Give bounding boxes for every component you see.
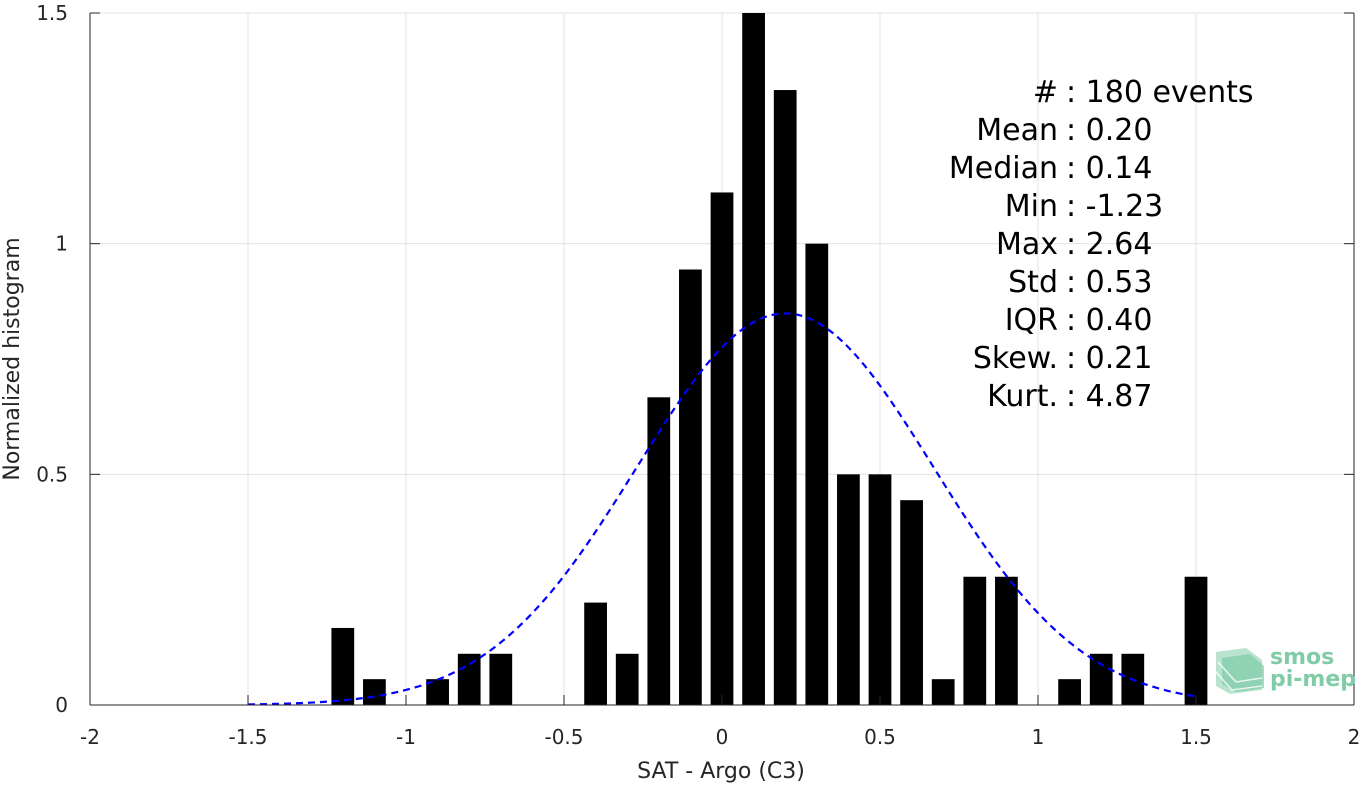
x-tick-label: 1.5 (1180, 725, 1212, 749)
histogram-bar (615, 653, 639, 705)
y-axis-label: Normalized histogram (0, 237, 25, 480)
stat-label: IQR (1005, 303, 1058, 338)
stat-value: : 4.87 (1066, 379, 1152, 414)
bars (331, 13, 1208, 705)
stat-label: Kurt. (987, 379, 1058, 414)
stat-value: : 0.14 (1066, 151, 1152, 186)
logo-line-1: smos (1270, 645, 1334, 670)
histogram-bar (584, 602, 607, 705)
fit-curve-layer (247, 312, 1197, 706)
histogram-bar (1089, 653, 1113, 705)
x-tick-label: 0 (716, 725, 729, 749)
histogram-bar (995, 576, 1018, 705)
x-tick-label: -1 (396, 725, 416, 749)
x-tick-labels: -2 -1.5 -1 -0.5 0 0.5 1 1.5 2 (80, 725, 1360, 749)
x-tick-label: 0.5 (864, 725, 896, 749)
stat-value: : 0.20 (1066, 113, 1152, 148)
histogram-bar (363, 679, 386, 705)
histogram-bar (1184, 576, 1208, 705)
smos-pi-mep-logo: smos pi-mep (1215, 645, 1356, 694)
histogram-bar (931, 679, 955, 705)
histogram-bar (1058, 679, 1081, 705)
histogram-bar (647, 397, 671, 705)
stat-label: Mean (976, 113, 1058, 148)
stat-value: : -1.23 (1066, 189, 1163, 224)
y-tick-labels: 0 0.5 1 1.5 (36, 1, 68, 717)
stat-value: : 0.40 (1066, 303, 1152, 338)
stat-label: Min (1005, 189, 1058, 224)
x-axis-label: SAT - Argo (C3) (637, 759, 805, 784)
stat-value: : 0.53 (1066, 265, 1152, 300)
histogram-bar (710, 192, 734, 705)
histogram-bar (426, 679, 449, 705)
y-tick-label: 1 (55, 232, 68, 256)
histogram-bar (489, 653, 513, 705)
x-tick-label: -1.5 (228, 725, 267, 749)
x-tick-label: 1 (1032, 725, 1045, 749)
histogram-bar (679, 269, 702, 705)
gaussian-fit-curve (247, 312, 1197, 706)
histogram-bar (963, 576, 987, 705)
stat-label: Max (996, 227, 1058, 262)
histogram-bar (868, 474, 892, 705)
x-tick-label: 2 (1348, 725, 1361, 749)
histogram-bar (742, 13, 765, 705)
histogram-bar (837, 474, 860, 705)
stat-label: Skew. (973, 341, 1058, 376)
stat-label: # (1033, 75, 1058, 110)
stat-value: : 0.21 (1066, 341, 1152, 376)
stat-value: : 180 events (1066, 75, 1254, 110)
histogram-bar (457, 653, 481, 705)
y-tick-label: 1.5 (36, 1, 68, 25)
x-tick-label: -0.5 (544, 725, 583, 749)
histogram-bar (331, 627, 355, 705)
stat-value: : 2.64 (1066, 227, 1152, 262)
histogram-bar (773, 90, 797, 705)
logo-line-2: pi-mep (1270, 667, 1356, 692)
x-tick-label: -2 (80, 725, 100, 749)
y-tick-label: 0 (55, 693, 68, 717)
y-tick-label: 0.5 (36, 462, 68, 486)
logo-mark-icon (1215, 648, 1264, 694)
histogram-bar (805, 243, 829, 705)
histogram-bar (900, 500, 923, 705)
axes (89, 12, 1355, 706)
stat-label: Std (1008, 265, 1058, 300)
stat-label: Median (949, 151, 1058, 186)
